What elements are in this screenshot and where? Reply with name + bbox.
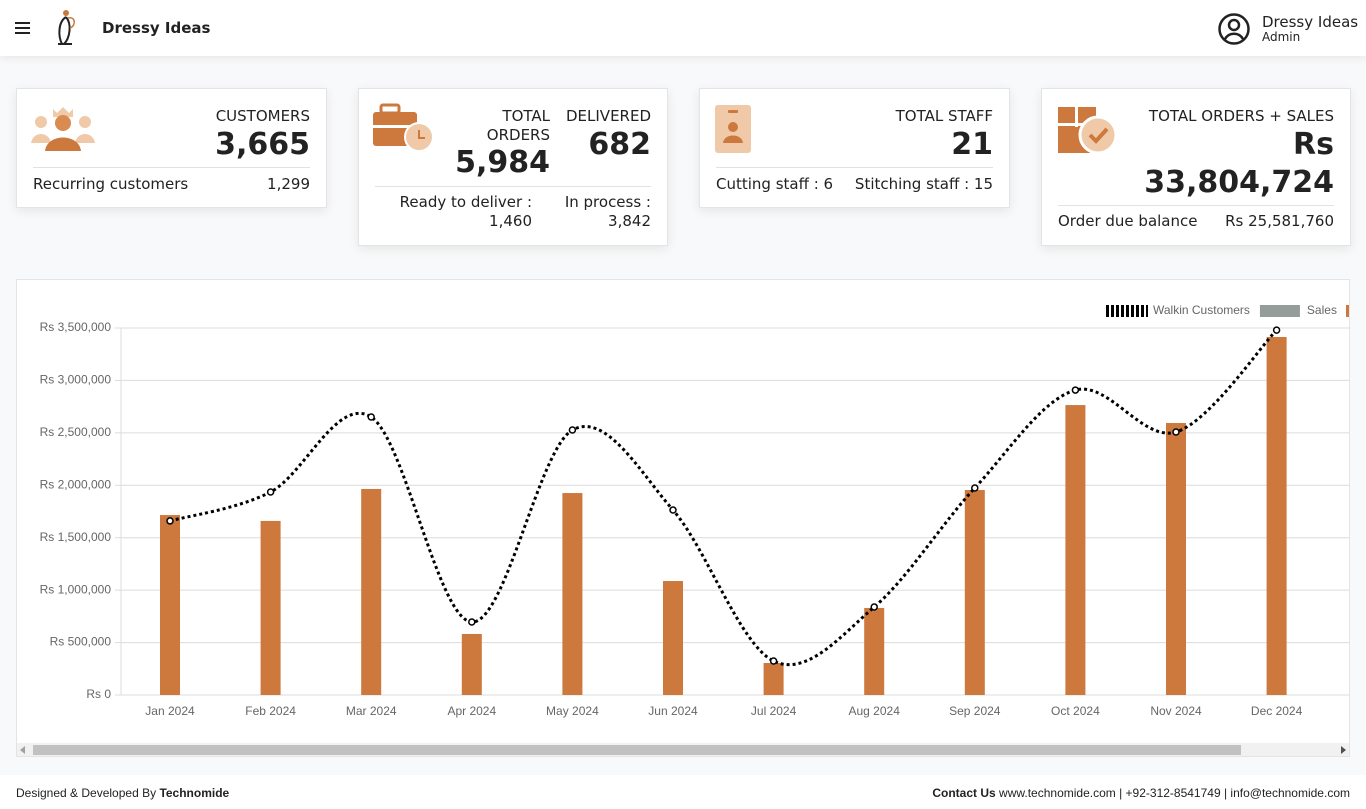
y-tick-label: Rs 3,000,000 (40, 373, 112, 387)
x-tick-label: Nov 2024 (1150, 704, 1202, 718)
y-tick-label: Rs 1,500,000 (40, 530, 112, 544)
customers-value: 3,665 (215, 127, 310, 162)
x-tick-label: Oct 2024 (1051, 704, 1100, 718)
legend-label: Sales (1307, 303, 1337, 317)
chart: Rs 0 Rs 500,000 Rs 1,000,000 Rs 1,500,000 Rs… (40, 303, 1349, 718)
process-value: 3,842 (608, 212, 651, 230)
bar (763, 663, 784, 695)
brand: Dressy Ideas (102, 19, 211, 37)
x-tick-label: Aug 2024 (849, 704, 901, 718)
line-point (1272, 326, 1281, 334)
contact-label: Contact Us (932, 786, 996, 800)
recurring-value: 1,299 (267, 175, 310, 193)
y-tick-label: Rs 500,000 (50, 635, 112, 649)
line-point (870, 603, 878, 611)
x-tick-label: Feb 2024 (245, 704, 296, 718)
stitching-staff: Stitching staff : 15 (854, 175, 993, 193)
line-point (468, 618, 476, 626)
bar (864, 607, 885, 695)
y-tick-label: Rs 2,500,000 (40, 425, 112, 439)
ready-label: Ready to deliver : (399, 193, 532, 211)
x-tick-label: Jun 2024 (648, 704, 698, 718)
total-orders-label: TOTAL ORDERS (486, 107, 550, 144)
x-tick-label: Apr 2024 (447, 704, 496, 718)
line-point (266, 488, 275, 496)
recurring-label: Recurring customers (33, 175, 189, 193)
sales-currency: Rs (1293, 127, 1334, 162)
footer: Designed & Developed By Technomide Conta… (0, 775, 1366, 809)
user-role: Admin (1262, 30, 1301, 44)
header: Dressy Ideas Dressy Ideas Admin (0, 0, 1366, 56)
legend-swatch (1346, 305, 1349, 317)
menu-button[interactable] (15, 20, 31, 36)
contact-info: www.technomide.com | +92-312-8541749 | i… (999, 786, 1350, 800)
customers-label: CUSTOMERS (215, 107, 310, 125)
customers-card: CUSTOMERS 3,665 Recurring customers 1,29… (16, 88, 327, 208)
user-name: Dressy Ideas (1262, 13, 1359, 31)
logo (58, 10, 75, 45)
bar (1166, 423, 1186, 695)
line-point (1172, 428, 1180, 436)
footer-contact: Contact Us www.technomide.com | +92-312-… (932, 786, 1350, 800)
bar (160, 515, 180, 695)
orders-card: TOTAL ORDERS 5,984 DELIVERED 682 Ready t… (358, 88, 668, 246)
user-icon[interactable] (1217, 12, 1251, 46)
designed-text: Designed & Developed By (16, 786, 157, 800)
staff-card: TOTAL STAFF 21 Cutting staff : 6 Stitchi… (699, 88, 1010, 208)
ready-value: 1,460 (489, 212, 532, 230)
total-orders-value: 5,984 (455, 145, 550, 180)
chart-panel: Rs 0 Rs 500,000 Rs 1,000,000 Rs 1,500,000 Rs… (16, 279, 1350, 757)
bar (964, 490, 985, 695)
x-tick-label: May 2024 (546, 704, 599, 718)
cutting-staff: Cutting staff : 6 (716, 175, 834, 193)
line-point (166, 517, 174, 525)
y-tick-label: Rs 0 (86, 687, 111, 701)
x-tick-label: Sep 2024 (949, 704, 1001, 718)
bar (361, 488, 382, 695)
x-tick-label: Jul 2024 (751, 704, 797, 718)
legend-label: Walkin Customers (1153, 303, 1250, 317)
staff-label: TOTAL STAFF (895, 107, 993, 125)
line-point (769, 657, 778, 665)
bar (461, 633, 482, 695)
sales-label: TOTAL ORDERS + SALES (1148, 107, 1334, 125)
bar (1065, 405, 1086, 695)
y-tick-label: Rs 2,000,000 (40, 477, 112, 491)
footer-credit: Designed & Developed By Technomide (16, 786, 229, 800)
bar (260, 520, 281, 695)
bar (562, 493, 583, 695)
staff-icon (715, 105, 751, 153)
scrollbar[interactable] (17, 743, 1349, 756)
line-point (971, 484, 979, 492)
orders-icon (373, 103, 434, 152)
sales-card: TOTAL ORDERS + SALES Rs 33,804,724 Order… (1041, 88, 1351, 246)
delivered-value: 682 (588, 127, 651, 162)
process-label: In process : (564, 193, 651, 211)
bar (663, 581, 683, 695)
sales-value: 33,804,724 (1144, 165, 1334, 200)
delivered-label: DELIVERED (566, 107, 651, 125)
bar (1266, 337, 1287, 695)
y-tick-label: Rs 3,500,000 (40, 320, 112, 334)
line-point (367, 413, 375, 421)
due-value: Rs 25,581,760 (1225, 212, 1334, 230)
y-tick-label: Rs 1,000,000 (40, 582, 112, 596)
x-tick-label: Jan 2024 (145, 704, 195, 718)
x-tick-label: Mar 2024 (346, 704, 397, 718)
legend-swatch (1259, 305, 1300, 317)
company: Technomide (159, 786, 230, 800)
sales-icon (1058, 107, 1118, 155)
line-point (1071, 386, 1080, 394)
staff-value: 21 (951, 127, 993, 162)
line-point (568, 426, 577, 434)
customers-icon (31, 107, 95, 151)
x-tick-label: Dec 2024 (1251, 704, 1303, 718)
due-label: Order due balance (1058, 212, 1198, 230)
line-point (669, 506, 677, 514)
